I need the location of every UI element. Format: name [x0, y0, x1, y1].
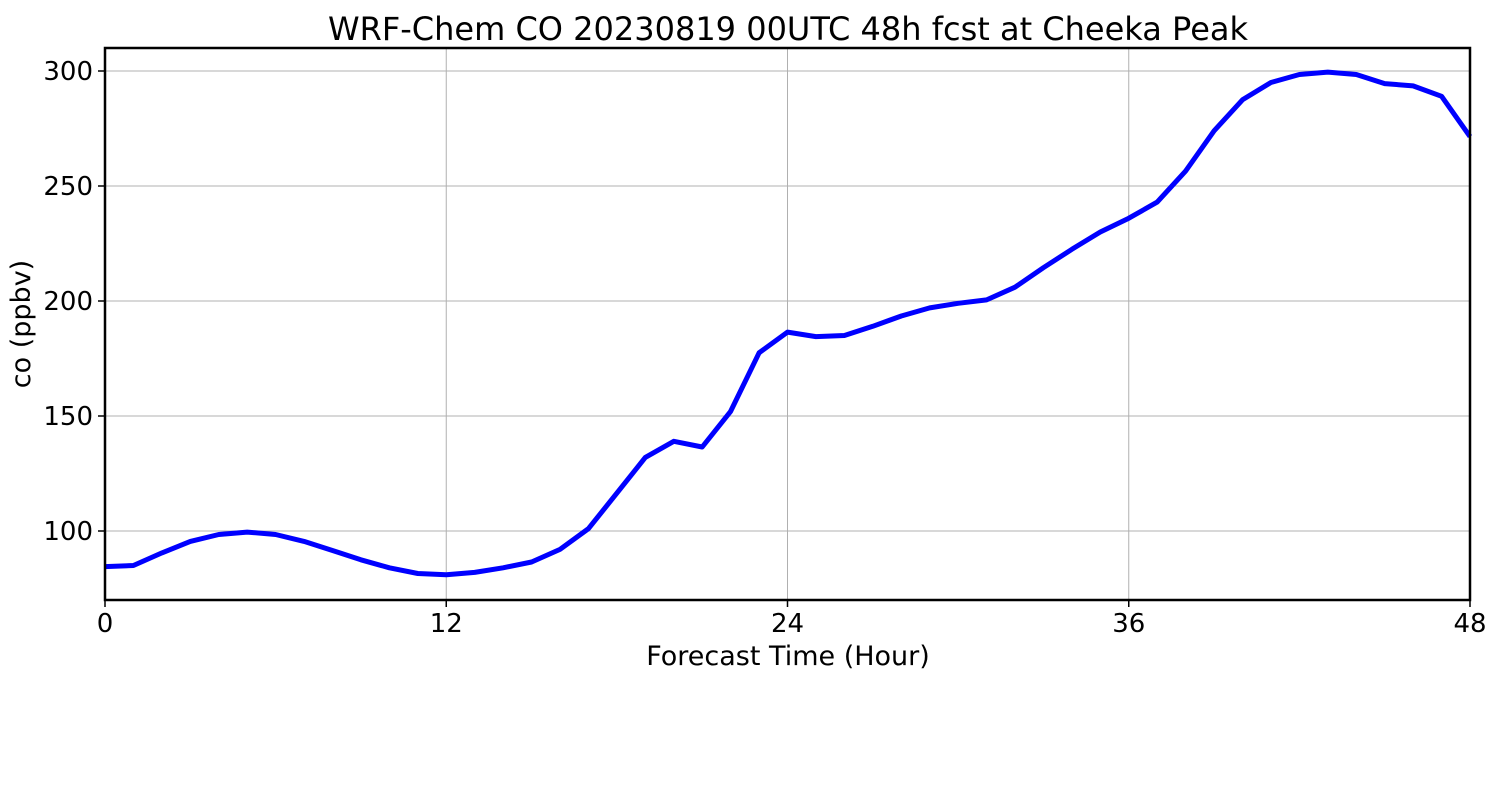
series-layer — [104, 69, 1473, 578]
chart-title: WRF-Chem CO 20230819 00UTC 48h fcst at C… — [328, 10, 1249, 48]
y-tick-label: 100 — [43, 517, 93, 547]
x-axis-label: Forecast Time (Hour) — [646, 641, 930, 672]
x-tick-label: 36 — [1112, 609, 1145, 639]
axis-ticks: 0 12 24 36 48 100 150 200 250 300 — [43, 57, 1486, 639]
y-tick-label: 300 — [43, 57, 93, 87]
x-tick-label: 0 — [97, 609, 114, 639]
x-tick-label: 24 — [771, 609, 804, 639]
y-axis-label: co (ppbv) — [6, 260, 37, 388]
x-tick-label: 12 — [430, 609, 463, 639]
y-tick-label: 150 — [43, 402, 93, 432]
series-line-0 — [104, 69, 1473, 578]
y-tick-label: 200 — [43, 287, 93, 317]
x-tick-label: 48 — [1453, 609, 1486, 639]
grid-lines — [104, 48, 1471, 600]
y-tick-label: 250 — [43, 172, 93, 202]
